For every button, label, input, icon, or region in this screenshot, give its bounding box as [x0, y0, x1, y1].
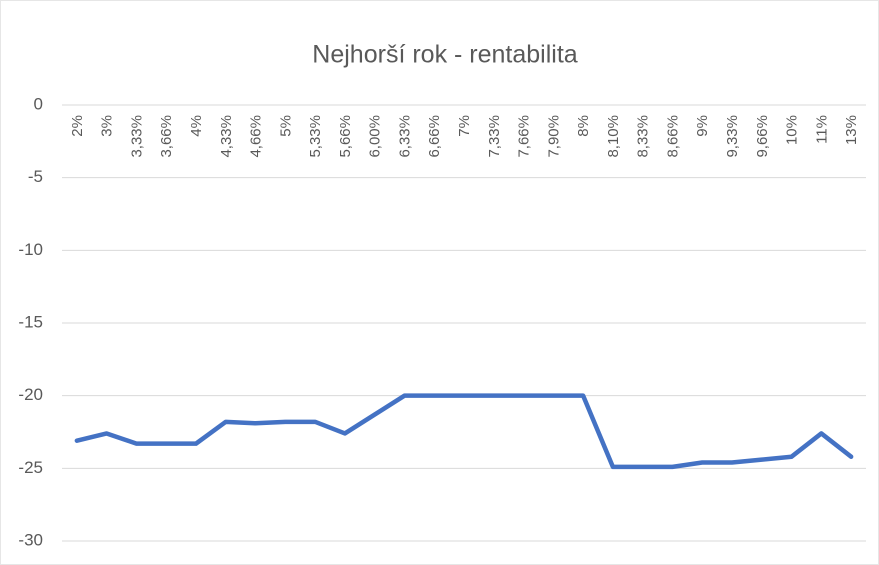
x-tick-label: 7,90% [545, 115, 562, 158]
x-tick-label: 5,66% [337, 115, 354, 158]
x-tick-label: 13% [843, 115, 860, 145]
x-tick-label: 4,33% [218, 115, 235, 158]
x-tick-label: 9% [694, 115, 711, 137]
x-tick-label: 3,33% [128, 115, 145, 158]
x-tick-label: 8,66% [664, 115, 681, 158]
y-tick-label: -15 [18, 312, 43, 331]
x-tick-label: 3% [99, 115, 116, 137]
x-tick-label: 6,66% [426, 115, 443, 158]
data-line [74, 393, 854, 470]
x-tick-label: 6,33% [396, 115, 413, 158]
x-tick-label: 2% [69, 115, 86, 137]
x-tick-label: 4,66% [248, 115, 265, 158]
x-tick-label: 8,10% [605, 115, 622, 158]
y-tick-label: -20 [18, 385, 43, 404]
x-tick-label: 10% [784, 115, 801, 145]
y-tick-label: -10 [18, 240, 43, 259]
x-tick-label: 7% [456, 115, 473, 137]
x-tick-label: 7,66% [516, 115, 533, 158]
y-tick-label: -5 [28, 167, 43, 186]
x-tick-label: 5% [277, 115, 294, 137]
x-tick-label: 6,00% [367, 115, 384, 158]
x-tick-label: 9,66% [754, 115, 771, 158]
y-tick-label: -25 [18, 458, 43, 477]
x-tick-label: 7,33% [486, 115, 503, 158]
y-tick-label: 0 [34, 94, 43, 113]
chart-title: Nejhorší rok - rentabilita [312, 41, 577, 69]
x-tick-label: 8,33% [635, 115, 652, 158]
x-tick-label: 4% [188, 115, 205, 137]
x-tick-label: 5,33% [307, 115, 324, 158]
x-tick-label: 9,33% [724, 115, 741, 158]
y-tick-label: -30 [18, 530, 43, 549]
x-tick-label: 3,66% [158, 115, 175, 158]
x-tick-label: 11% [813, 115, 830, 144]
x-tick-label: 8% [575, 115, 592, 137]
